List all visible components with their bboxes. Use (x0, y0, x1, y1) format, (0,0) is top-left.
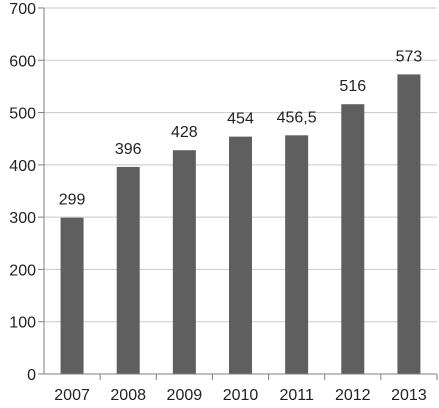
y-tick-label: 300 (9, 210, 36, 227)
y-tick-label: 600 (9, 53, 36, 70)
data-label: 516 (339, 78, 366, 95)
y-tick-label: 500 (9, 106, 36, 123)
bar-2007 (60, 217, 84, 374)
data-label: 454 (227, 111, 254, 128)
x-tick-label: 2007 (54, 387, 90, 404)
x-tick-labels: 2007 2008 2009 2010 2011 2012 2013 (54, 387, 427, 404)
x-tick-label: 2012 (335, 387, 371, 404)
y-tick-labels: 0 100 200 300 400 500 600 700 (9, 1, 36, 384)
bar-2010 (229, 136, 252, 374)
x-tick-label: 2008 (110, 387, 146, 404)
bar-2012 (341, 104, 365, 374)
data-label: 299 (59, 192, 86, 209)
data-label: 456,5 (277, 109, 317, 126)
bars (60, 74, 421, 374)
bar-2008 (116, 166, 140, 374)
x-tick-label: 2013 (391, 387, 427, 404)
y-tick-label: 400 (9, 158, 36, 175)
axes (38, 7, 438, 380)
data-labels: 299 396 428 454 456,5 516 573 (59, 48, 423, 208)
x-tick-label: 2010 (223, 387, 259, 404)
x-tick-label: 2009 (167, 387, 203, 404)
bar-2013 (397, 74, 421, 374)
bar-2009 (172, 150, 196, 374)
y-tick-label: 700 (9, 1, 36, 18)
bar-2011 (285, 135, 309, 374)
data-label: 573 (396, 48, 423, 65)
y-tick-label: 0 (27, 367, 36, 384)
data-label: 396 (115, 141, 142, 158)
data-label: 428 (171, 124, 198, 141)
y-tick-label: 200 (9, 262, 36, 279)
x-tick-label: 2011 (279, 387, 314, 404)
y-tick-label: 100 (9, 315, 36, 332)
